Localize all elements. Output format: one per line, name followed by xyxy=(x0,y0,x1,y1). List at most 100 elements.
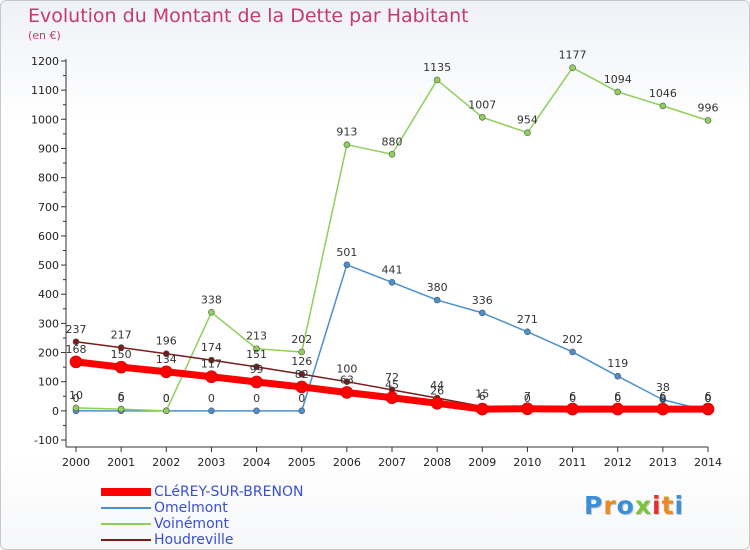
proxiti-logo: Proxiti xyxy=(584,491,684,520)
data-label: 0 xyxy=(614,392,621,405)
logo-letter: o xyxy=(616,491,635,520)
data-label: 0 xyxy=(298,392,305,405)
data-point xyxy=(611,402,625,416)
data-label: 6 xyxy=(569,390,576,403)
data-label: 202 xyxy=(562,333,583,346)
data-point xyxy=(253,345,260,353)
data-label: 196 xyxy=(156,335,177,348)
legend-swatch xyxy=(101,539,151,541)
data-point xyxy=(385,391,399,405)
y-tick-label: 600 xyxy=(38,230,59,243)
x-tick-label: 2013 xyxy=(649,456,677,469)
data-point xyxy=(614,372,622,380)
y-tick-label: 400 xyxy=(38,288,59,301)
data-label: 6 xyxy=(659,390,666,403)
legend-swatch xyxy=(101,523,151,525)
data-point xyxy=(566,402,579,416)
data-point xyxy=(704,117,712,124)
data-label: 6 xyxy=(614,390,621,403)
data-label: 6 xyxy=(479,390,486,403)
data-label: 0 xyxy=(253,392,260,405)
data-point xyxy=(208,407,215,415)
data-label: 99 xyxy=(250,363,264,376)
y-tick-label: 1100 xyxy=(31,84,59,97)
x-tick-label: 2007 xyxy=(378,456,406,469)
legend-swatch xyxy=(101,488,151,496)
data-point xyxy=(343,141,351,148)
data-label: 441 xyxy=(382,263,403,276)
data-label: 1094 xyxy=(604,73,632,86)
data-point xyxy=(388,150,396,158)
data-label: 6 xyxy=(118,390,125,403)
x-tick-label: 2003 xyxy=(197,456,225,469)
x-tick-label: 2008 xyxy=(423,456,451,469)
data-point xyxy=(343,378,351,385)
data-label: 117 xyxy=(201,358,222,371)
y-tick-label: 500 xyxy=(38,259,59,272)
data-point xyxy=(298,348,306,356)
data-label: 15 xyxy=(475,387,489,400)
x-tick-label: 2014 xyxy=(694,456,722,469)
y-tick-label: 1200 xyxy=(31,55,59,68)
data-label: 338 xyxy=(201,293,222,306)
y-tick-label: 700 xyxy=(38,201,59,214)
data-point xyxy=(433,76,441,84)
y-tick-label: 100 xyxy=(38,376,59,389)
legend-label: Houdreville xyxy=(154,532,234,548)
x-tick-label: 2004 xyxy=(243,456,271,469)
data-point xyxy=(478,309,486,317)
legend-swatch xyxy=(101,507,151,509)
data-label: 38 xyxy=(656,381,670,394)
data-point xyxy=(298,407,306,415)
logo-letter: P xyxy=(584,491,604,520)
data-point xyxy=(701,402,715,416)
data-label: 380 xyxy=(427,281,448,294)
data-label: 0 xyxy=(163,392,170,405)
data-label: 1046 xyxy=(649,87,677,100)
data-label: 0 xyxy=(524,392,531,405)
data-point xyxy=(430,396,444,410)
data-point xyxy=(117,405,125,413)
x-tick-label: 2009 xyxy=(468,456,496,469)
data-label: 0 xyxy=(73,392,80,405)
x-tick-label: 2011 xyxy=(559,456,587,469)
data-label: 63 xyxy=(340,373,354,386)
data-label: 913 xyxy=(336,126,357,139)
data-label: 954 xyxy=(517,114,538,127)
data-label: 217 xyxy=(111,329,132,342)
data-label: 6 xyxy=(705,390,712,403)
x-tick-label: 2000 xyxy=(62,456,90,469)
x-tick-label: 2010 xyxy=(513,456,541,469)
logo-letter: x xyxy=(634,491,652,520)
data-label: 72 xyxy=(385,371,399,384)
y-tick-label: 1000 xyxy=(31,113,59,126)
y-tick-label: 300 xyxy=(38,317,59,330)
data-label: 0 xyxy=(163,392,170,405)
data-label: 1177 xyxy=(559,49,587,62)
data-label: 336 xyxy=(472,294,493,307)
data-point xyxy=(659,102,667,110)
data-point xyxy=(208,356,215,364)
data-label: 7 xyxy=(524,390,531,403)
data-point xyxy=(340,386,354,399)
data-point xyxy=(343,261,351,269)
data-label: 0 xyxy=(659,392,666,405)
data-point xyxy=(159,365,173,379)
y-tick-label: 800 xyxy=(38,172,59,185)
data-point xyxy=(478,113,486,121)
data-label: 151 xyxy=(246,348,267,361)
data-label: 213 xyxy=(246,330,267,343)
x-tick-label: 2001 xyxy=(107,456,135,469)
legend-label: CLéREY-SUR-BRENON xyxy=(154,484,304,500)
x-tick-label: 2005 xyxy=(288,456,316,469)
data-label: 168 xyxy=(66,343,87,356)
data-point xyxy=(162,350,170,358)
chart-unit: (en €) xyxy=(28,29,61,42)
chart-title: Evolution du Montant de la Dette par Hab… xyxy=(28,5,469,27)
data-label: 10 xyxy=(69,389,83,402)
data-point xyxy=(253,407,260,415)
data-label: 44 xyxy=(430,379,444,392)
data-point xyxy=(388,278,396,286)
data-point xyxy=(205,370,218,384)
